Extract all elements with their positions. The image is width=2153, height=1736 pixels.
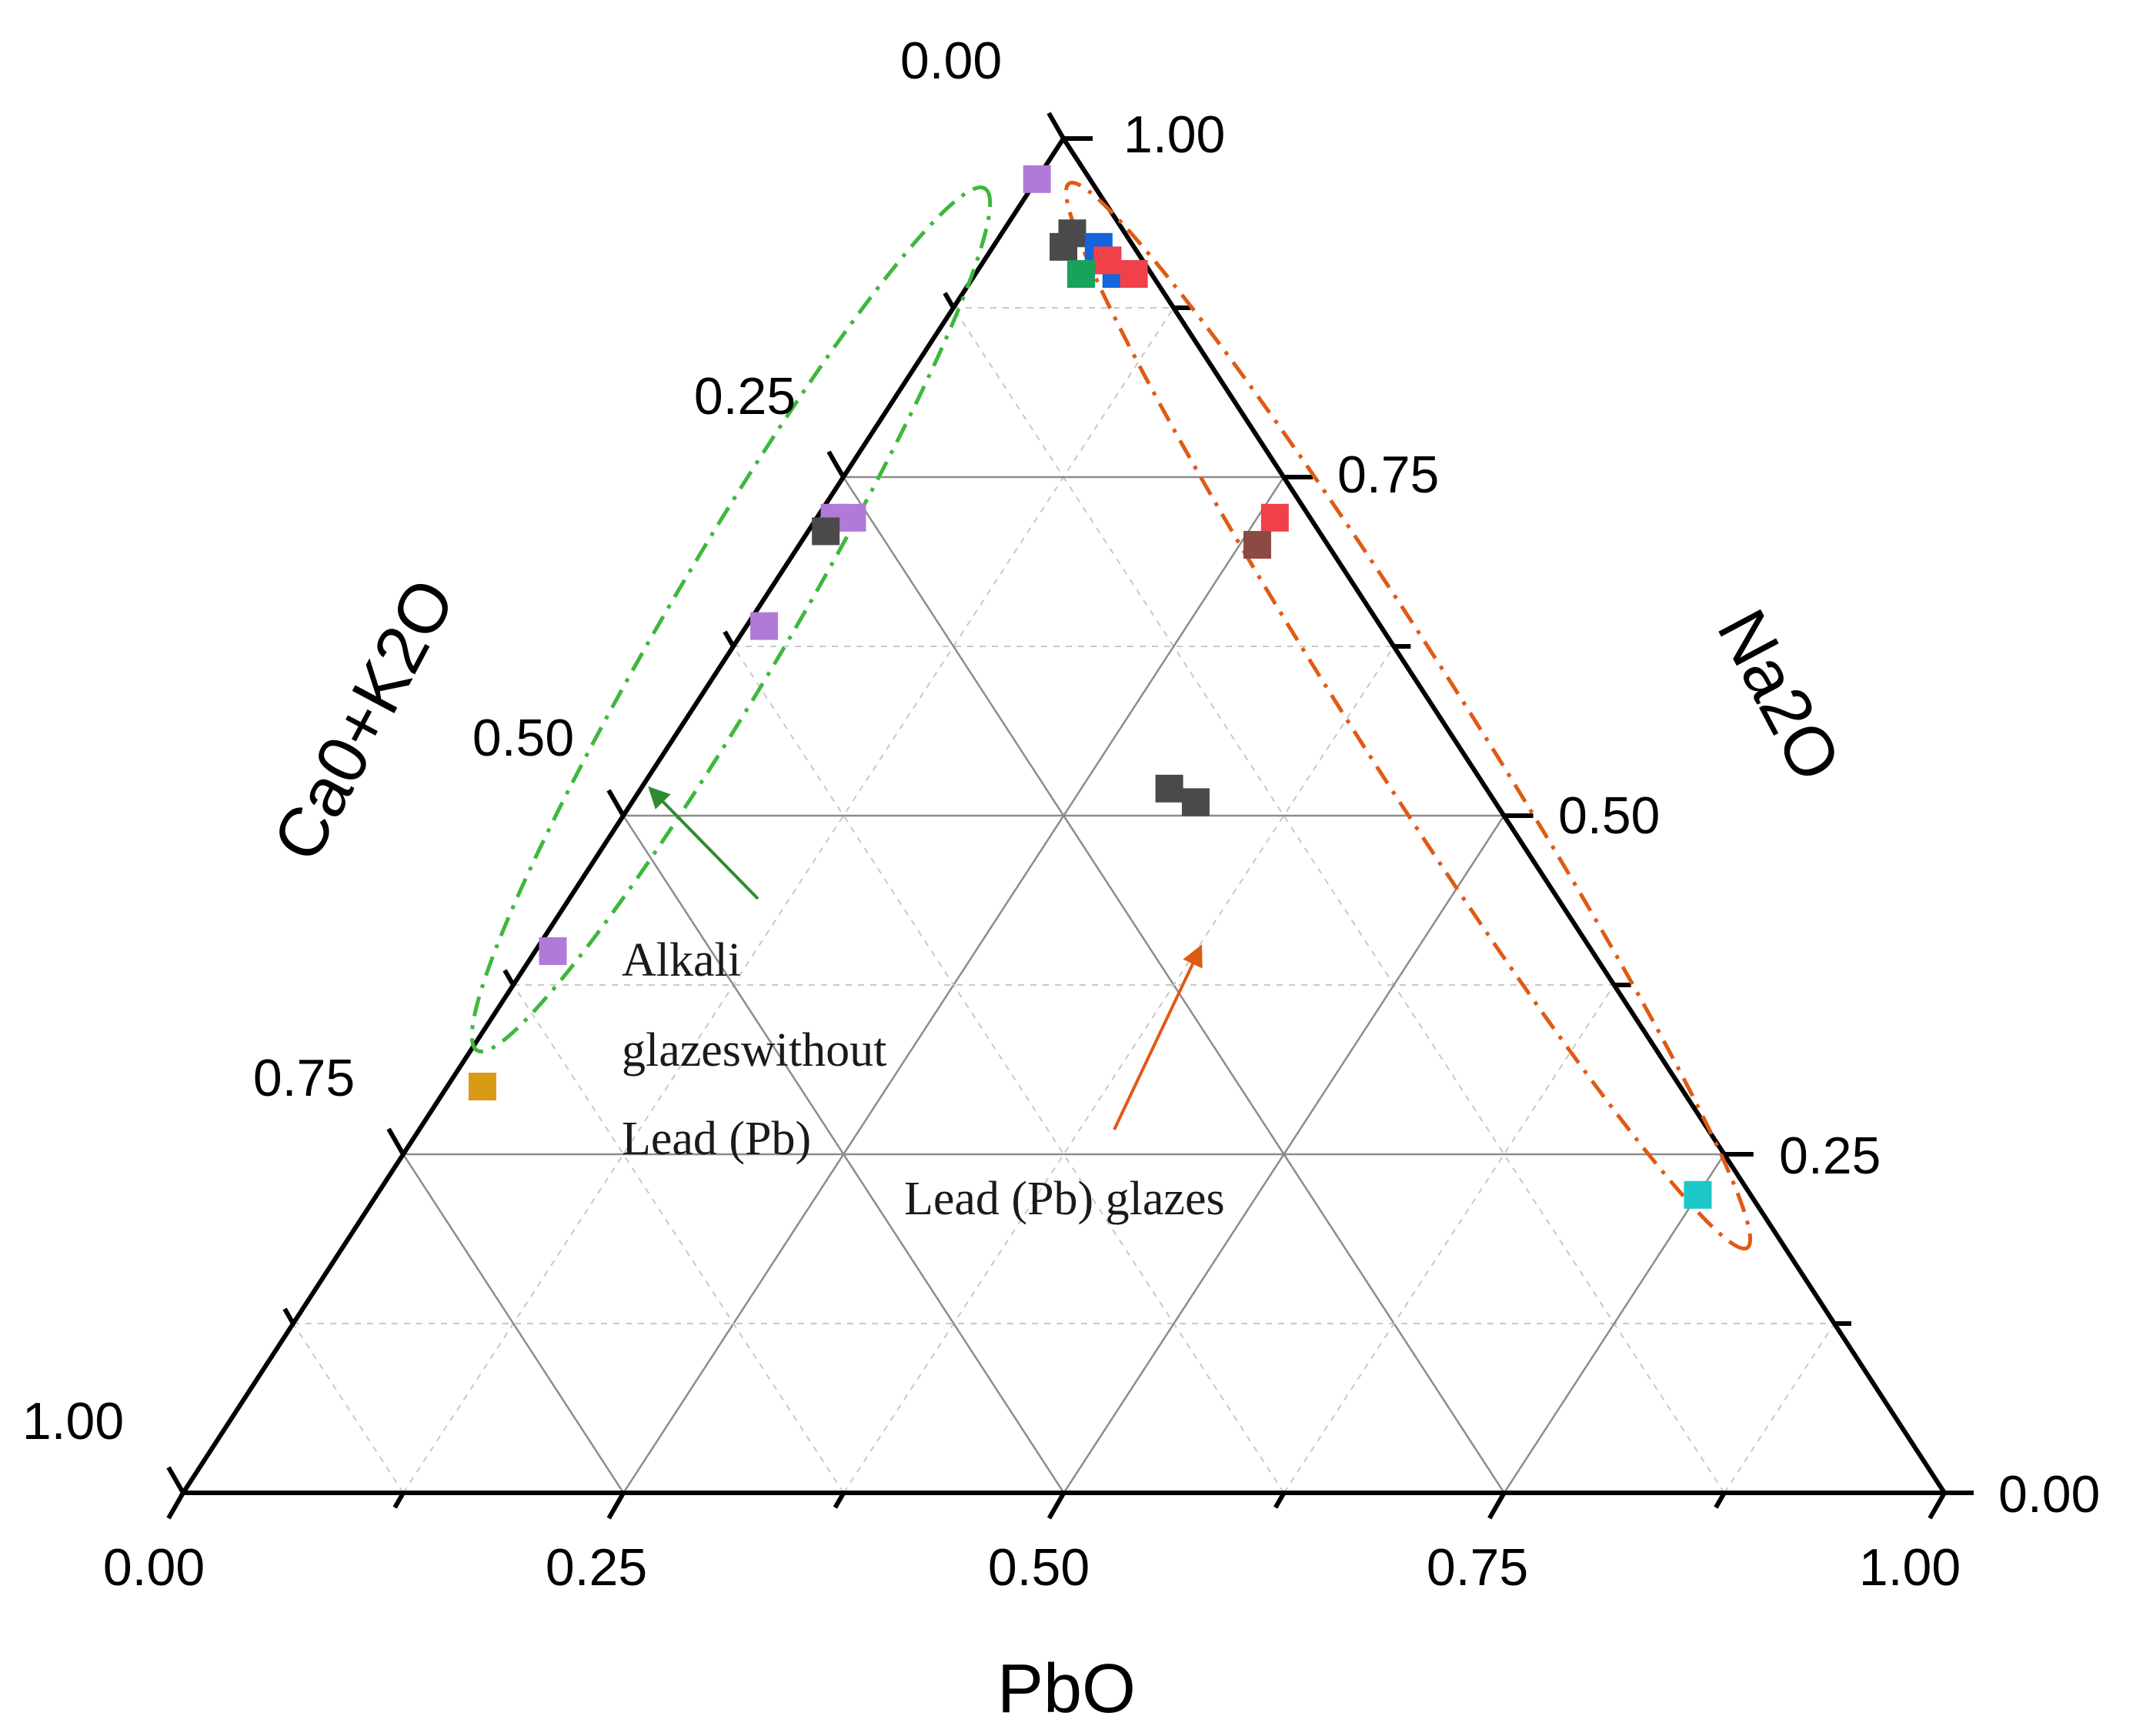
bottom-tick-label: 1.00 [1859,1538,1961,1597]
left-tick-label: 1.00 [22,1392,124,1451]
annotation-arrows [648,786,1203,1130]
right-tick-label: 0.50 [1558,786,1660,845]
data-point [1120,260,1148,288]
alkali-group-ellipse [469,185,993,1053]
tick [1487,1491,1507,1520]
bottom-tick-label: 0.75 [1427,1538,1528,1597]
grid-line [402,1153,625,1494]
left-tick-label: 0.75 [253,1049,355,1107]
grid-line [1724,1323,1835,1494]
grid-line [1503,1153,1725,1494]
grid-line [953,307,1725,1494]
alkali-annotation-line: glazeswithout [622,1024,886,1077]
grid-line [292,1323,404,1494]
tick [1714,1491,1727,1509]
data-point [812,517,840,546]
bottom-tick-label: 0.25 [546,1538,647,1597]
tick [386,1127,406,1156]
data-point [539,937,567,965]
tick [606,789,626,817]
right-tick-label: 0.00 [1998,1465,2100,1524]
tick [1273,1491,1287,1509]
tick [1928,1491,1947,1520]
data-points [468,165,1712,1209]
tick [166,1491,185,1520]
tick [282,1307,295,1325]
tick [723,630,736,648]
left-axis-title: Ca0+K2O [259,567,470,873]
tick [502,969,516,987]
lead-annotation-line: Lead (Pb) glazes [904,1173,1225,1225]
bottom-tick-label: 0.50 [988,1538,1090,1597]
data-point [1155,774,1183,803]
data-point [1684,1180,1712,1209]
data-point [1023,165,1051,193]
right-tick-label: 0.75 [1337,446,1439,504]
bottom-axis-title: PbO [997,1651,1136,1728]
bottom-tick-label: 0.00 [103,1538,205,1597]
left-tick-label: 0.50 [472,709,574,767]
grid-line [843,646,1395,1494]
tick [943,292,956,309]
tick [606,1491,626,1520]
right-tick-label: 0.25 [1779,1127,1881,1185]
grid-line [1283,984,1615,1494]
data-point [1050,232,1078,261]
grid [292,307,1835,1494]
lead-group-ellipse [1063,180,1753,1251]
tick [1046,112,1066,140]
left-tick-label: 0.00 [900,32,1002,90]
grid-line [512,984,845,1494]
right-axis-title: Na2O [1702,598,1855,794]
left-tick-label: 0.25 [694,367,796,426]
right-tick-label: 1.00 [1123,105,1225,164]
grid-line [622,815,1065,1494]
alkali-arrow [648,786,759,900]
tick [166,1466,185,1494]
data-point [1181,788,1210,816]
data-point [750,612,779,640]
tick [833,1491,846,1509]
data-point [1093,246,1122,275]
grid-line [1063,815,1505,1494]
data-point [1066,260,1095,288]
grid-line [402,307,1174,1494]
data-point [1260,503,1289,532]
data-point [1243,531,1271,559]
tick [392,1491,406,1509]
data-point [468,1073,496,1100]
tick-marks [166,112,1974,1520]
group-ellipses [469,180,1753,1251]
alkali-annotation-line: Lead (Pb) [622,1113,811,1165]
grid-line [733,646,1285,1494]
tick [826,450,846,479]
alkali-annotation-line: Alkali [622,934,741,987]
lead-arrow [1113,944,1203,1130]
tick [1046,1491,1066,1520]
